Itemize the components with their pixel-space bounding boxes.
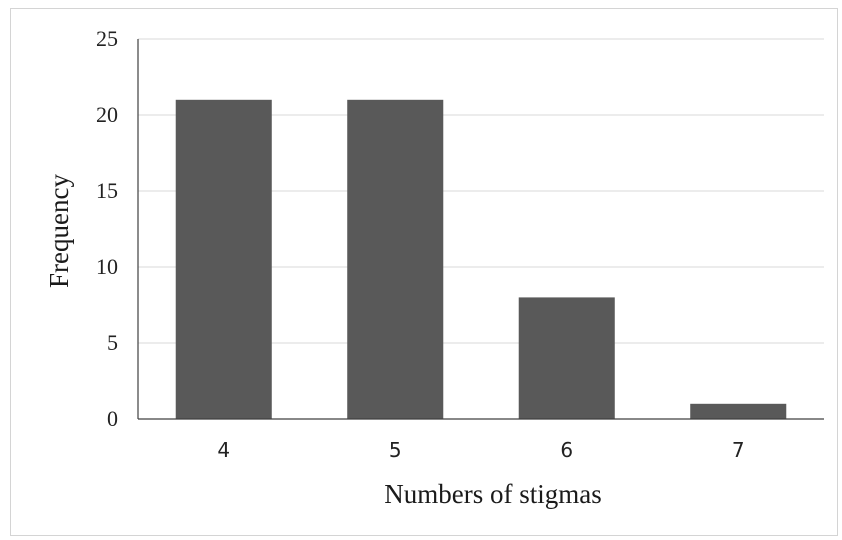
bar	[347, 99, 444, 420]
y-tick-label: 0	[107, 406, 118, 431]
bar	[175, 99, 272, 420]
y-tick-label: 5	[107, 330, 118, 355]
x-tick-label: 6	[560, 438, 573, 462]
x-tick-label: 7	[732, 438, 745, 462]
axes	[137, 39, 824, 420]
y-tick-label: 10	[96, 254, 118, 279]
x-axis-title: Numbers of stigmas	[384, 479, 601, 509]
bar	[690, 403, 787, 419]
y-axis-title: Frequency	[44, 174, 74, 288]
y-tick-label: 15	[96, 178, 118, 203]
x-tick-label: 5	[389, 438, 402, 462]
y-tick-labels: 0 5 10 15 20 25	[96, 26, 118, 431]
bar	[518, 297, 615, 419]
x-tick-label: 4	[217, 438, 230, 462]
chart-frame	[10, 8, 838, 536]
y-tick-label: 25	[96, 26, 118, 51]
bars	[175, 99, 787, 420]
x-tick-labels: 4 5 6 7	[217, 438, 744, 462]
y-tick-label: 20	[96, 102, 118, 127]
